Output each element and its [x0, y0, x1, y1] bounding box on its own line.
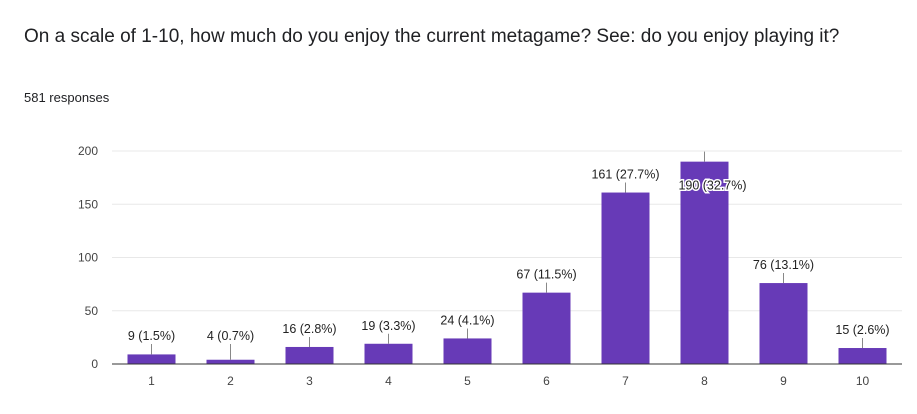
- data-label: 76 (13.1%): [753, 258, 814, 272]
- bar: [759, 283, 808, 364]
- question-title: On a scale of 1-10, how much do you enjo…: [24, 26, 840, 47]
- bar: [364, 343, 413, 364]
- data-label: 15 (2.6%): [835, 323, 889, 337]
- data-label: 19 (3.3%): [361, 319, 415, 333]
- x-tick-label: 10: [856, 374, 870, 388]
- x-tick-label: 1: [148, 374, 155, 388]
- x-tick-label: 9: [780, 374, 787, 388]
- x-tick-label: 7: [622, 374, 629, 388]
- data-label: 24 (4.1%): [440, 313, 494, 327]
- y-tick-label: 200: [78, 144, 98, 158]
- y-tick-label: 50: [85, 304, 99, 318]
- bar: [838, 348, 887, 364]
- x-tick-label: 3: [306, 374, 313, 388]
- bar: [127, 354, 176, 364]
- y-tick-label: 150: [78, 197, 98, 211]
- y-tick-label: 100: [78, 251, 98, 265]
- bar: [680, 161, 729, 364]
- data-label: 16 (2.8%): [282, 322, 336, 336]
- data-label: 9 (1.5%): [128, 329, 175, 343]
- bar: [285, 346, 334, 364]
- x-tick-label: 6: [543, 374, 550, 388]
- bar: [443, 338, 492, 364]
- data-label: 67 (11.5%): [516, 268, 576, 282]
- y-tick-label: 0: [91, 357, 98, 371]
- x-tick-label: 4: [385, 374, 392, 388]
- x-tick-label: 8: [701, 374, 708, 388]
- x-tick-label: 5: [464, 374, 471, 388]
- x-tick-label: 2: [227, 374, 234, 388]
- data-label: 190 (32.7%): [678, 179, 746, 193]
- bar: [206, 359, 255, 364]
- bar: [522, 292, 571, 364]
- data-label: 4 (0.7%): [207, 329, 254, 343]
- data-label: 161 (27.7%): [591, 168, 659, 182]
- response-count: 581 responses: [24, 90, 110, 105]
- bar: [601, 192, 650, 364]
